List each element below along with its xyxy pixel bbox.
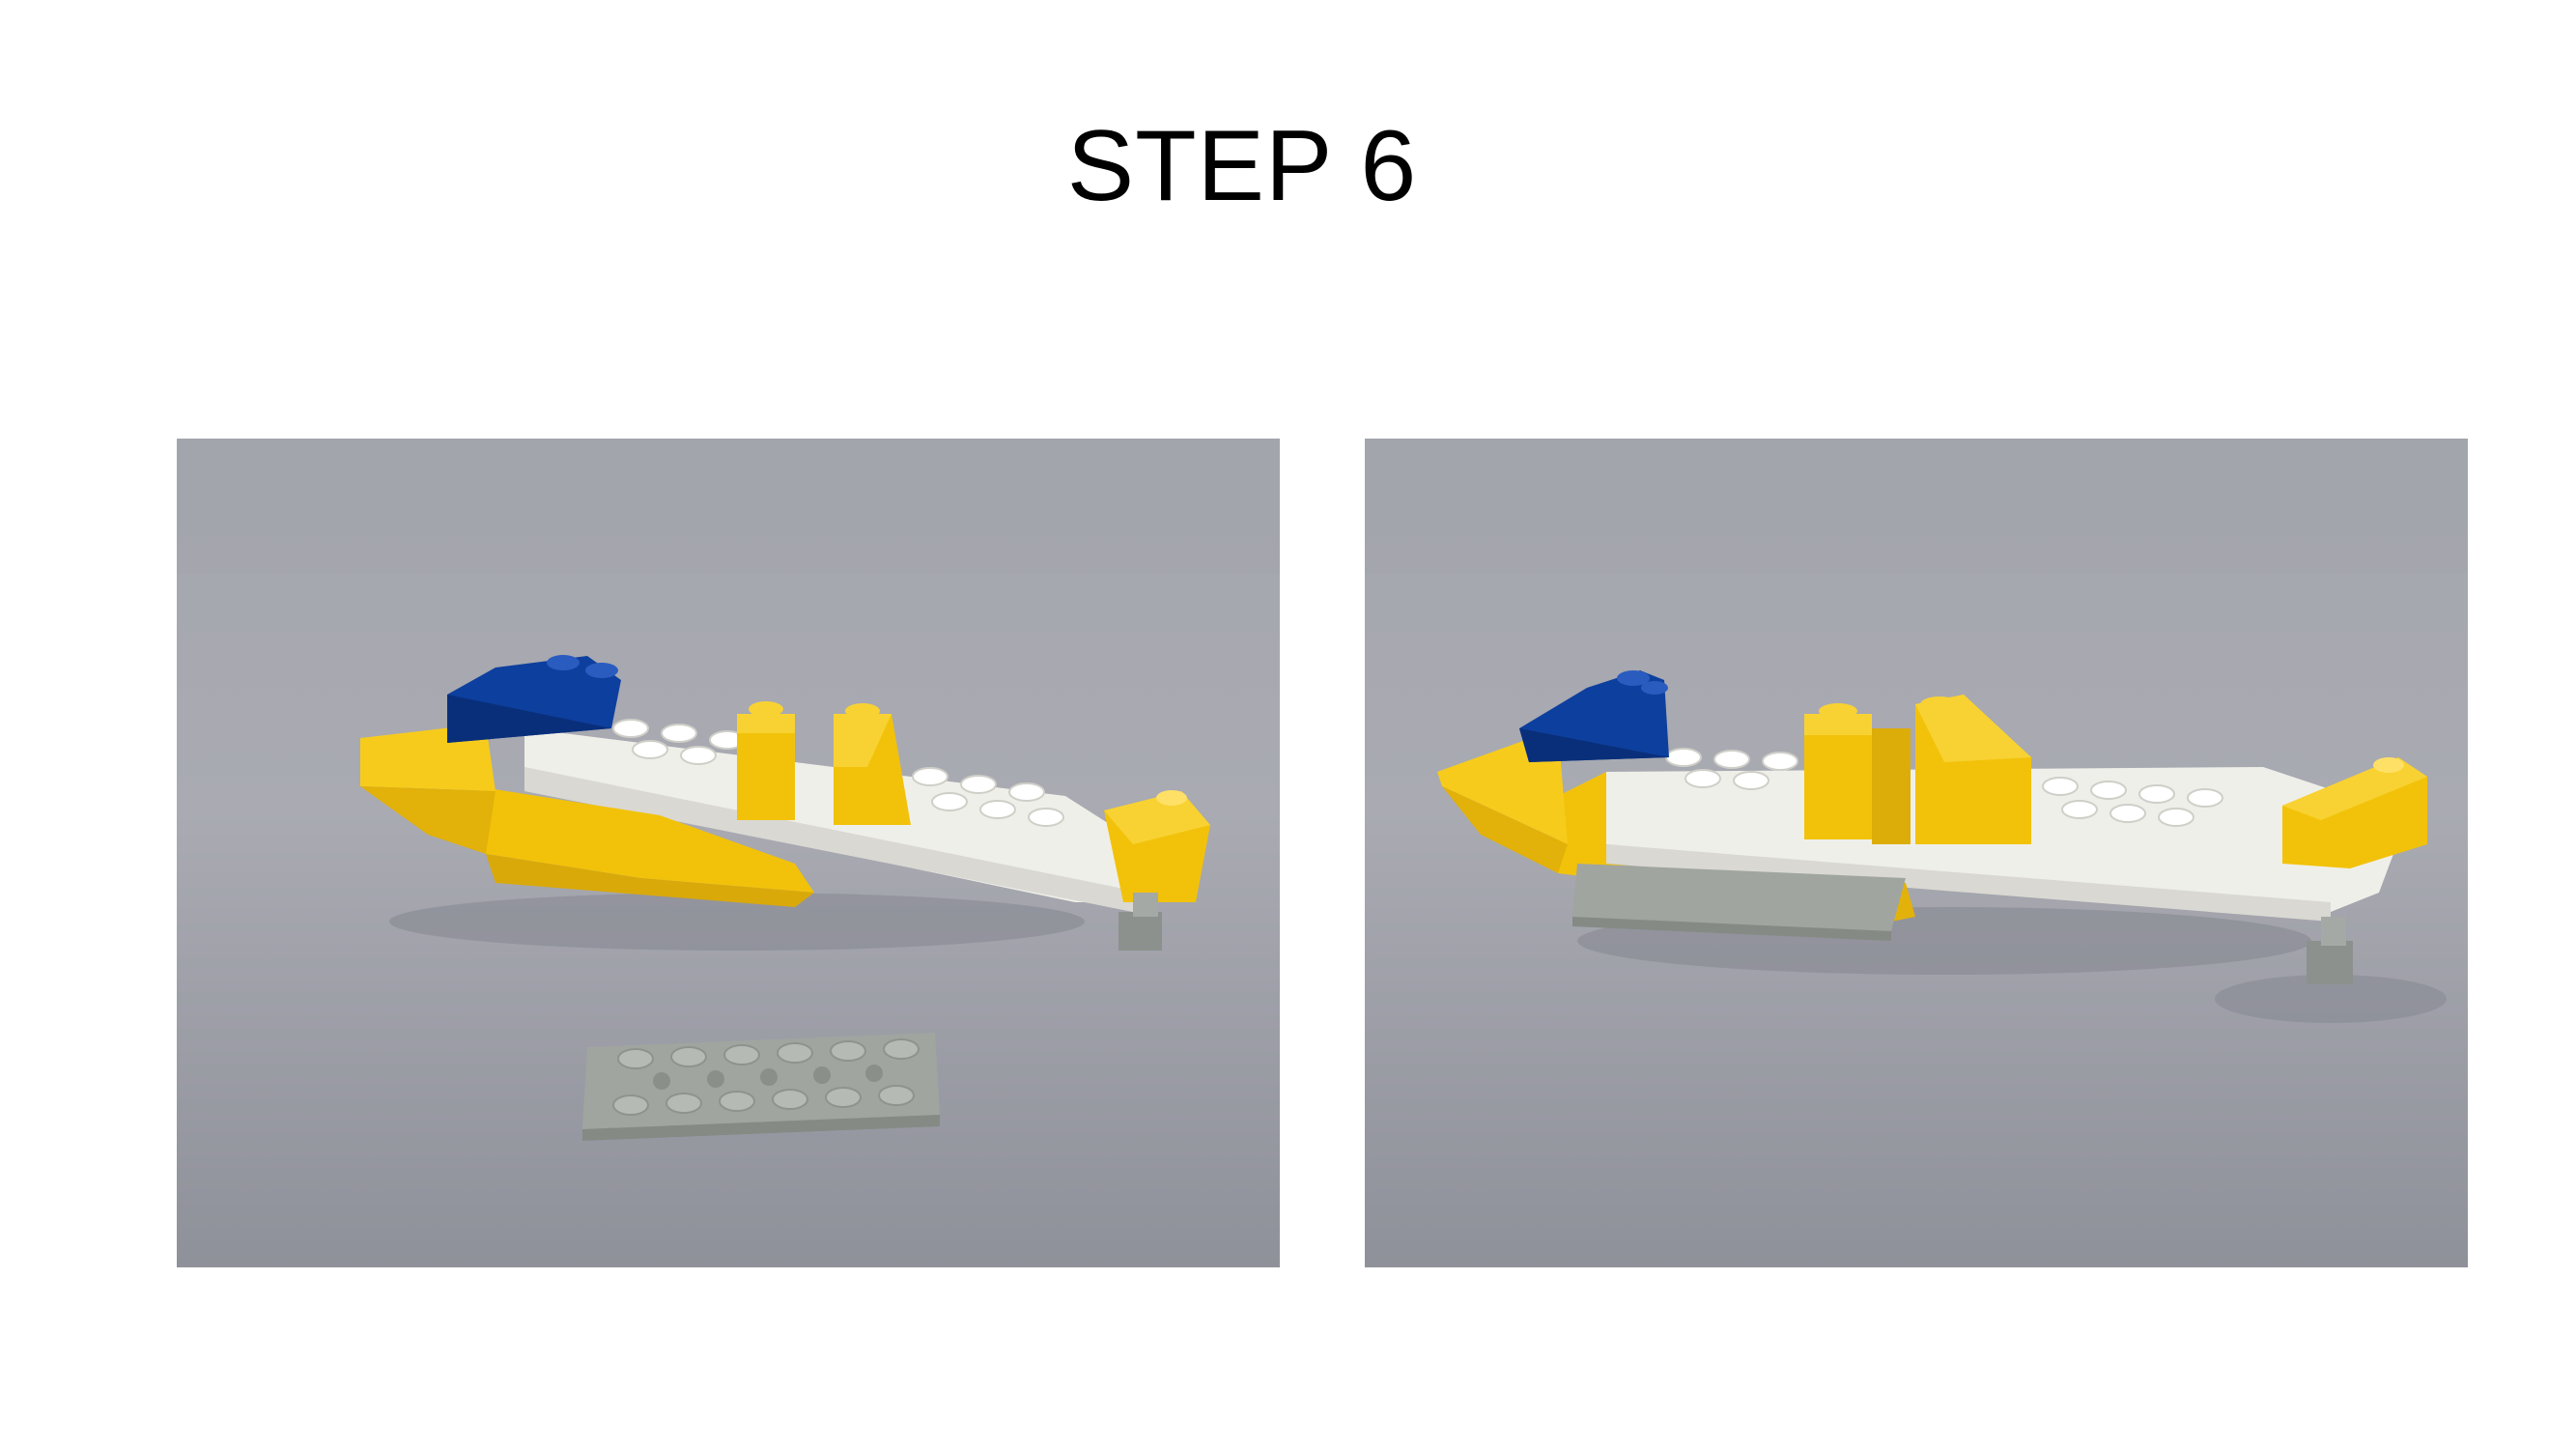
gray-plate-icon	[582, 1033, 940, 1141]
lego-model-photo-left	[177, 439, 1280, 1267]
slide-title: STEP 6	[1066, 110, 1418, 222]
gray-plate-icon	[1572, 864, 1906, 941]
lego-model-photo-right	[1365, 439, 2468, 1267]
step-photo-before	[177, 439, 1280, 1267]
step-photo-after	[1365, 439, 2468, 1267]
